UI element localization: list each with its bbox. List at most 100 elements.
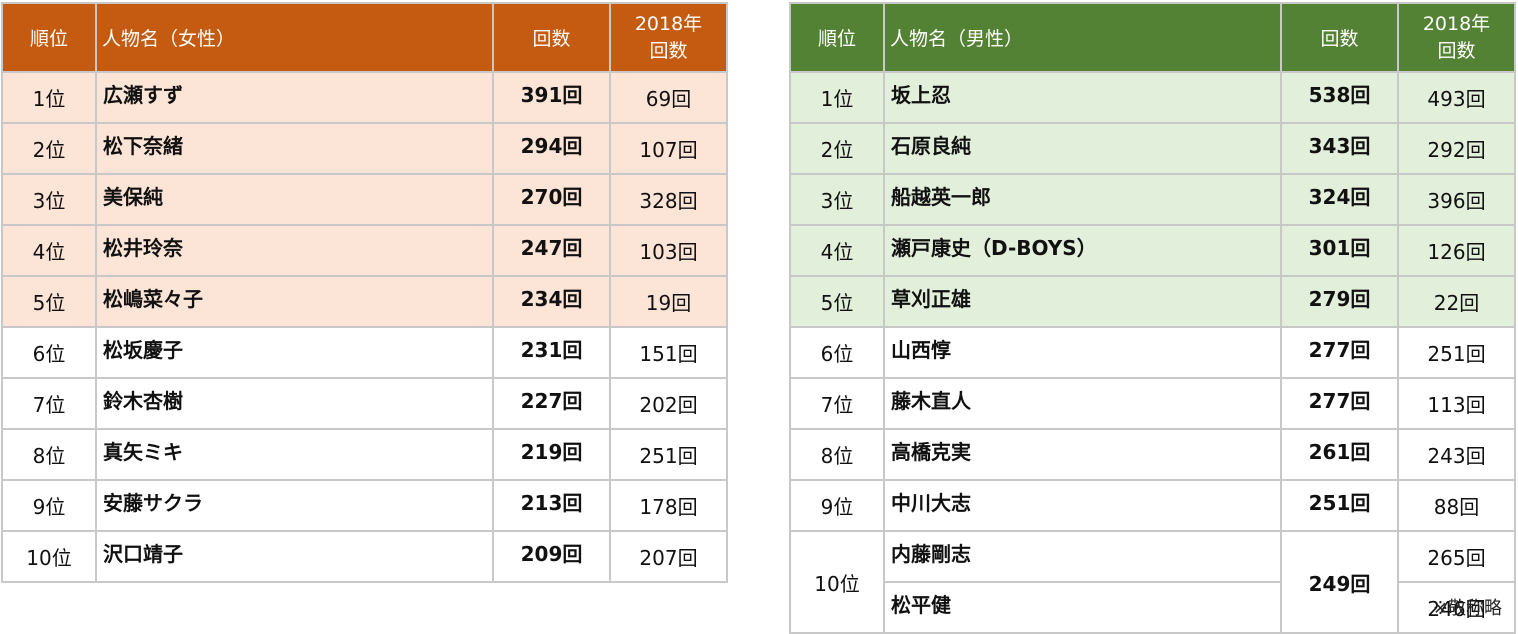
count-cell: 251回	[1280, 479, 1399, 532]
name-cell: 美保純	[95, 173, 494, 226]
count-cell: 277回	[1280, 326, 1399, 379]
name-cell: 松井玲奈	[95, 224, 494, 277]
name-cell: 内藤剛志	[883, 530, 1282, 583]
table-row: 5位 松嶋菜々子 234回 19回	[1, 275, 728, 328]
name-header: 人物名（女性）	[95, 2, 494, 73]
count-2018-cell: 103回	[609, 224, 728, 277]
rank-cell: 2位	[1, 122, 97, 175]
rank-cell: 9位	[1, 479, 97, 532]
name-header: 人物名（男性）	[883, 2, 1282, 73]
rank-cell: 3位	[789, 173, 885, 226]
count-2018-header-line2: 回数	[1437, 39, 1476, 62]
count-cell: 279回	[1280, 275, 1399, 328]
rank-cell: 3位	[1, 173, 97, 226]
count-header: 回数	[1280, 2, 1399, 73]
count-2018-cell: 88回	[1397, 479, 1516, 532]
rank-cell: 4位	[789, 224, 885, 277]
table-row: 2位 松下奈緒 294回 107回	[1, 122, 728, 175]
count-cell: 343回	[1280, 122, 1399, 175]
rank-cell: 6位	[789, 326, 885, 379]
count-2018-cell: 292回	[1397, 122, 1516, 175]
rank-cell: 8位	[1, 428, 97, 481]
name-cell: 松嶋菜々子	[95, 275, 494, 328]
rank-cell: 2位	[789, 122, 885, 175]
table-row: 4位 瀬戸康史（D-BOYS） 301回 126回	[789, 224, 1516, 277]
rank-cell: 5位	[1, 275, 97, 328]
count-2018-cell: 243回	[1397, 428, 1516, 481]
table-row: 3位 美保純 270回 328回	[1, 173, 728, 226]
count-2018-header: 2018年 回数	[609, 2, 728, 73]
rank-cell: 10位	[789, 530, 885, 634]
count-header: 回数	[492, 2, 611, 73]
name-cell: 船越英一郎	[883, 173, 1282, 226]
count-2018-cell: 126回	[1397, 224, 1516, 277]
count-2018-cell: 251回	[609, 428, 728, 481]
count-2018-cell: 328回	[609, 173, 728, 226]
count-2018-header-line1: 2018年	[1422, 12, 1491, 35]
table-row: 10位 内藤剛志 249回 265回	[789, 530, 1516, 634]
name-cell: 広瀬すず	[95, 71, 494, 124]
table-row: 7位 藤木直人 277回 113回	[789, 377, 1516, 430]
name-cell: 高橋克実	[883, 428, 1282, 481]
name-cell: 松下奈緒	[95, 122, 494, 175]
count-cell: 231回	[492, 326, 611, 379]
table-row: 6位 山西惇 277回 251回	[789, 326, 1516, 379]
count-2018-cell: 22回	[1397, 275, 1516, 328]
count-2018-cell: 107回	[609, 122, 728, 175]
count-2018-cell: 202回	[609, 377, 728, 430]
table-row: 2位 石原良純 343回 292回	[789, 122, 1516, 175]
rank-cell: 7位	[789, 377, 885, 430]
count-2018-cell: 493回	[1397, 71, 1516, 124]
name-cell: 藤木直人	[883, 377, 1282, 430]
count-cell: 391回	[492, 71, 611, 124]
table-row: 9位 安藤サクラ 213回 178回	[1, 479, 728, 532]
count-cell: 277回	[1280, 377, 1399, 430]
count-cell: 294回	[492, 122, 611, 175]
count-cell: 301回	[1280, 224, 1399, 277]
rank-cell: 5位	[789, 275, 885, 328]
name-cell: 中川大志	[883, 479, 1282, 532]
table-row: 3位 船越英一郎 324回 396回	[789, 173, 1516, 226]
table-row: 松平健 246回	[790, 581, 1516, 634]
table-row: 4位 松井玲奈 247回 103回	[1, 224, 728, 277]
honorifics-note: ※敬称略	[1432, 598, 1502, 619]
count-2018-cell: 178回	[609, 479, 728, 532]
count-2018-cell: 207回	[609, 530, 728, 583]
count-cell: 227回	[492, 377, 611, 430]
count-2018-cell: 19回	[609, 275, 728, 328]
count-2018-cell: 246回	[1397, 581, 1516, 634]
name-cell: 松坂慶子	[95, 326, 494, 379]
name-cell: 沢口靖子	[95, 530, 494, 583]
rank-cell: 7位	[1, 377, 97, 430]
table-row: 8位 高橋克実 261回 243回	[789, 428, 1516, 481]
count-cell: 219回	[492, 428, 611, 481]
count-2018-header-line1: 2018年	[634, 12, 703, 35]
count-2018-cell: 151回	[609, 326, 728, 379]
table-row: 1位 坂上忍 538回 493回	[789, 71, 1516, 124]
name-cell: 瀬戸康史（D-BOYS）	[883, 224, 1282, 277]
male-ranking-table: 順位 人物名（男性） 回数 2018年 回数 1位 坂上忍 538回 493回 2位 石原…	[789, 2, 1516, 634]
count-2018-header: 2018年 回数	[1397, 2, 1516, 73]
name-cell: 安藤サクラ	[95, 479, 494, 532]
rank-header: 順位	[789, 2, 885, 73]
count-2018-cell: 265回	[1397, 530, 1516, 583]
count-cell: 247回	[492, 224, 611, 277]
name-cell: 松平健	[883, 581, 1282, 634]
name-cell: 真矢ミキ	[95, 428, 494, 481]
count-2018-cell: 396回	[1397, 173, 1516, 226]
count-2018-cell: 113回	[1397, 377, 1516, 430]
table-row: 10位 沢口靖子 209回 207回	[1, 530, 728, 583]
table-row: 8位 真矢ミキ 219回 251回	[1, 428, 728, 481]
count-cell: 270回	[492, 173, 611, 226]
count-cell: 261回	[1280, 428, 1399, 481]
table-row: 7位 鈴木杏樹 227回 202回	[1, 377, 728, 430]
name-cell: 山西惇	[883, 326, 1282, 379]
count-cell: 209回	[492, 530, 611, 583]
rank-cell: 10位	[1, 530, 97, 583]
rank-cell: 4位	[1, 224, 97, 277]
table-row: 6位 松坂慶子 231回 151回	[1, 326, 728, 379]
name-cell: 石原良純	[883, 122, 1282, 175]
name-cell: 草刈正雄	[883, 275, 1282, 328]
count-cell: 538回	[1280, 71, 1399, 124]
count-cell: 249回	[1280, 530, 1399, 634]
